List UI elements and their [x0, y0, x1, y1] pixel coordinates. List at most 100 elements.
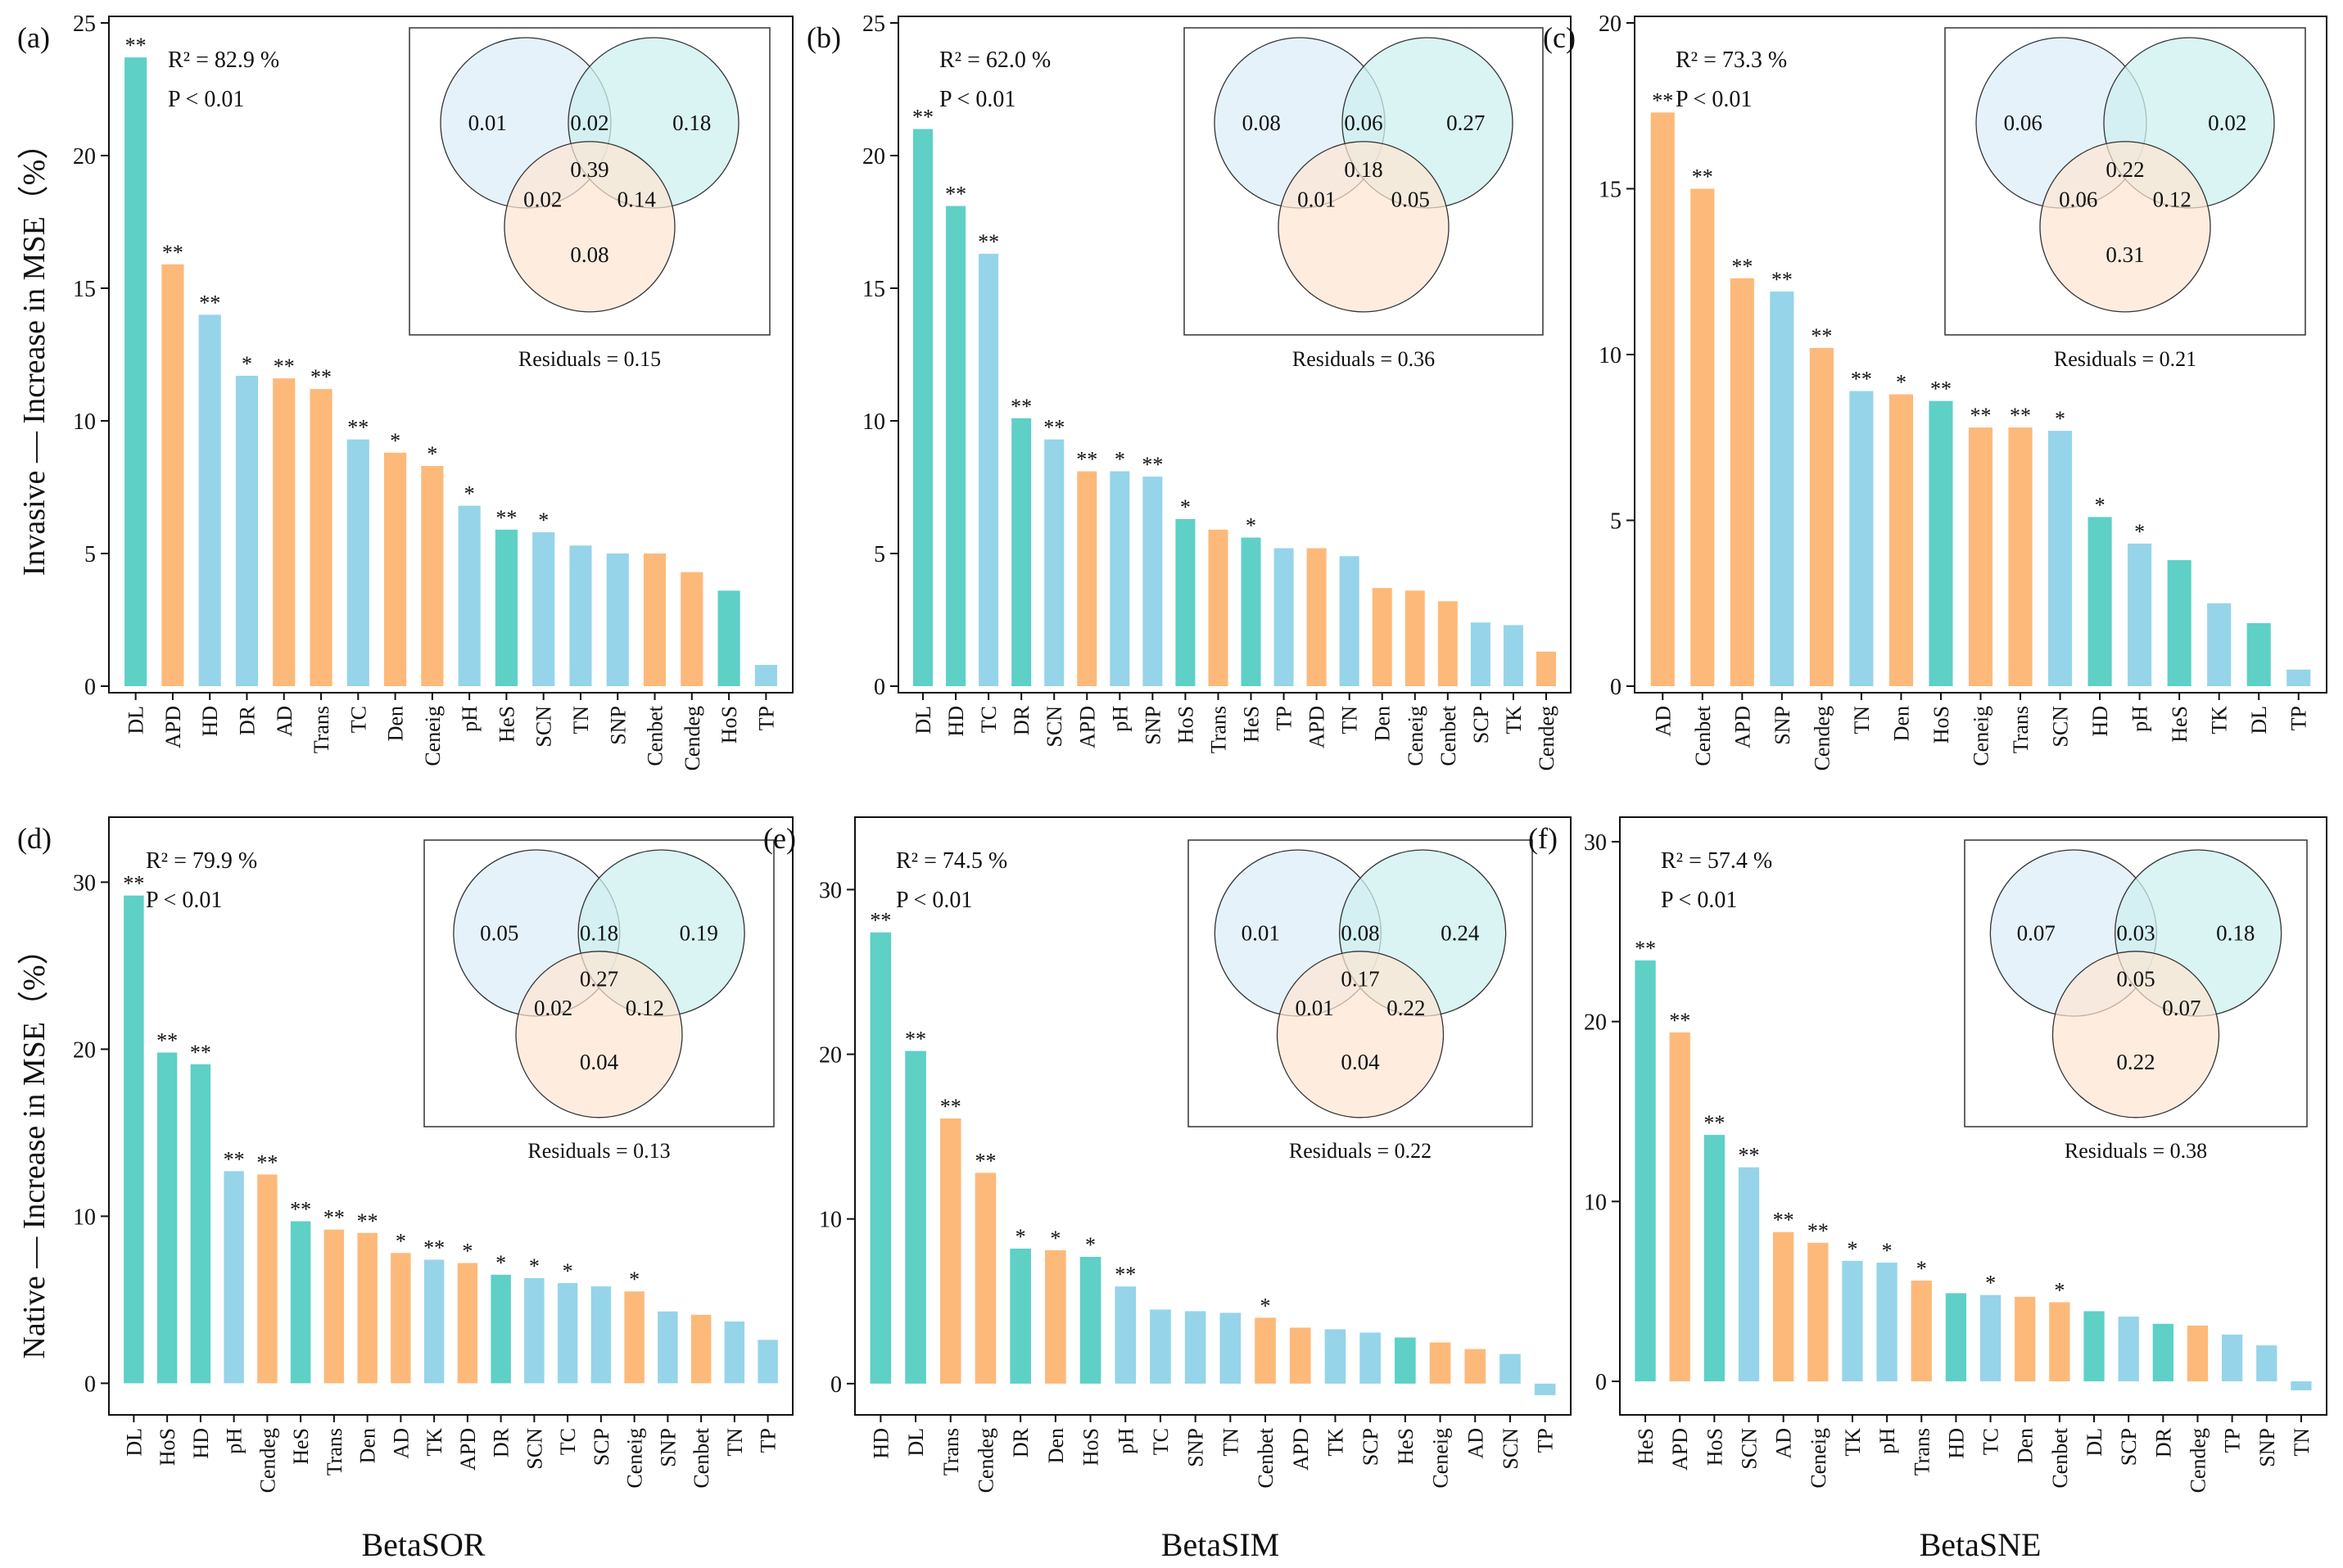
venn-residuals: Residuals = 0.22 [1289, 1139, 1432, 1163]
x-tick-label: SNP [1771, 706, 1794, 745]
bar-AD [1650, 112, 1675, 687]
bar-TN [724, 1321, 745, 1384]
x-tick-label: Ceneig [1807, 1428, 1830, 1489]
x-tick-label: Ceneig [623, 1428, 647, 1489]
sig-label: * [495, 1251, 506, 1275]
x-tick-label: HD [869, 1428, 893, 1459]
x-tick-label: Trans [310, 706, 333, 753]
bar-Cenbet [1255, 1317, 1276, 1384]
bar-HoS [1079, 1256, 1101, 1384]
panel-4: (e)0102030**HD**DL**Trans**Cendeg*DR*Den… [763, 816, 1572, 1493]
x-tick-label: Trans [1206, 706, 1230, 753]
p-value: P < 0.01 [146, 888, 222, 913]
x-tick-label: HoS [1079, 1428, 1103, 1466]
x-tick-label: TN [1850, 706, 1874, 734]
sig-label: * [427, 442, 437, 466]
bar-TK [423, 1259, 445, 1384]
venn-value-c: 0.08 [570, 242, 608, 267]
bar-SCP [1470, 622, 1490, 686]
x-tick-label: DL [124, 706, 148, 734]
sig-label: ** [1011, 395, 1032, 418]
venn-value-b: 0.19 [680, 921, 718, 946]
bar-DL [905, 1051, 926, 1384]
sig-label: ** [912, 106, 934, 129]
bar-TN [569, 545, 592, 686]
bar-DL [124, 895, 144, 1384]
venn-value-ac: 0.01 [1296, 996, 1334, 1020]
bar-SNP [1770, 291, 1794, 686]
bar-DR [1010, 1248, 1031, 1384]
x-tick-label: HeS [2168, 706, 2191, 743]
y-tick-label: 20 [73, 144, 96, 169]
x-tick-label: SCN [522, 1428, 546, 1470]
x-tick-label: Cendeg [2186, 1428, 2210, 1493]
bar-SCN [1044, 439, 1065, 686]
sig-label: ** [156, 1028, 178, 1052]
p-value: P < 0.01 [896, 888, 972, 913]
x-tick-label: Ceneig [1970, 706, 1993, 766]
bar-pH [2128, 543, 2152, 686]
sig-label: ** [870, 909, 891, 933]
panel-label: (e) [763, 822, 796, 855]
bar-Den [384, 452, 407, 686]
sig-label: * [2095, 493, 2106, 517]
bar-HeS [2167, 560, 2191, 686]
col-label-betasne: BetaSNE [1920, 1526, 2042, 1563]
sig-label: ** [1930, 377, 1952, 401]
x-tick-label: Den [1371, 706, 1395, 741]
r-squared: R² = 82.9 % [168, 47, 279, 73]
sig-label: ** [323, 1206, 345, 1230]
sig-label: ** [357, 1209, 378, 1233]
bar-TP [2221, 1334, 2243, 1382]
venn-inset: 0.06 0.02 0.22 0.06 0.12 0.31 [1944, 27, 2306, 336]
x-tick-label: HeS [1634, 1428, 1658, 1465]
p-value: P < 0.01 [168, 87, 244, 112]
x-tick-label: TN [723, 1428, 747, 1457]
x-tick-label: TK [423, 1428, 446, 1457]
bar-APD [161, 264, 184, 687]
bar-TP [1534, 1383, 1556, 1395]
sig-label: ** [190, 1041, 211, 1064]
sig-label: ** [274, 355, 295, 378]
bar-SCN [1499, 1353, 1521, 1384]
sig-label: * [2054, 1278, 2065, 1302]
sig-label: ** [199, 291, 220, 314]
venn-value-bc: 0.14 [617, 188, 657, 212]
x-tick-label: TK [1841, 1428, 1865, 1457]
venn-inset: 0.01 0.18 0.02 0.39 0.02 0.14 0.08 [409, 27, 771, 336]
x-tick-label: Cenbet [2048, 1427, 2072, 1488]
venn-value-bc: 0.22 [1386, 996, 1425, 1020]
bar-Trans [1911, 1281, 1932, 1382]
x-tick-label: TP [754, 706, 778, 730]
sig-label: ** [224, 1147, 245, 1171]
x-tick-label: DR [235, 705, 259, 735]
x-tick-label: TC [977, 706, 1001, 733]
bar-TN [2291, 1381, 2312, 1391]
bar-DR [1011, 418, 1032, 686]
bar-Cendeg [2187, 1325, 2209, 1382]
sig-label: ** [1076, 448, 1097, 472]
bar-TN [1219, 1313, 1242, 1384]
sig-label: * [464, 482, 475, 506]
sig-label: * [1246, 514, 1256, 538]
bar-APD [457, 1263, 478, 1384]
bar-SCN [2048, 431, 2073, 686]
y-tick-label: 5 [84, 542, 96, 567]
bar-HD [1945, 1293, 1967, 1382]
venn-value-c: 0.22 [2116, 1050, 2155, 1074]
sig-label: ** [1635, 937, 1656, 960]
p-value: P < 0.01 [1661, 888, 1737, 913]
plot-frame [108, 16, 794, 694]
x-tick-label: AD [389, 1428, 413, 1459]
sig-label: ** [1771, 268, 1793, 291]
x-tick-label: HoS [156, 1428, 179, 1466]
sig-label: ** [940, 1095, 961, 1118]
r-squared: R² = 74.5 % [896, 848, 1007, 874]
y-tick-label: 25 [73, 11, 96, 37]
x-tick-label: SCN [1499, 1428, 1522, 1470]
bar-APD [1077, 471, 1097, 686]
bar-Den [357, 1232, 378, 1384]
x-tick-label: SNP [1141, 706, 1165, 745]
